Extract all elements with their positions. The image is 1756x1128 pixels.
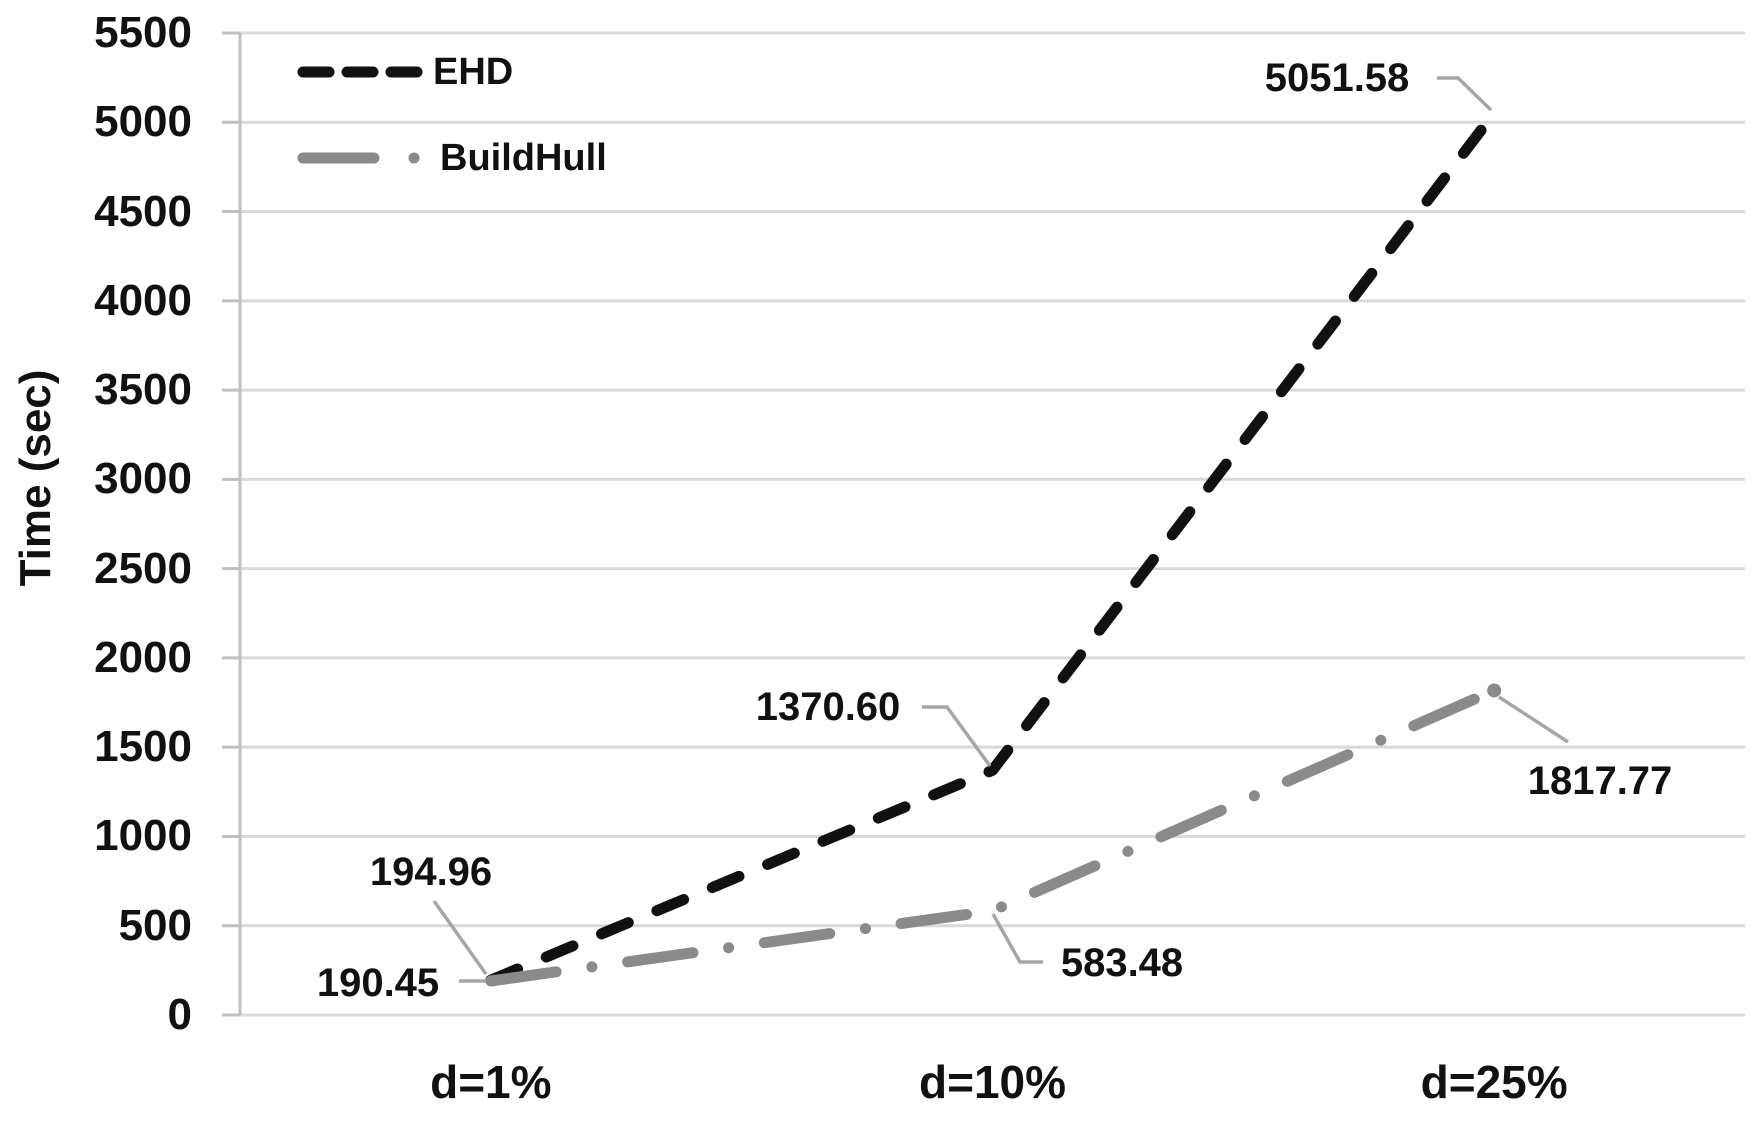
data-point-label: 194.96 [369,850,493,894]
y-tick-label: 1500 [94,722,192,772]
y-tick-label: 500 [118,900,192,950]
y-tick-label: 3000 [94,454,192,504]
legend-label: BuildHull [440,137,607,179]
data-label-leader [1437,76,1493,112]
series-line-buildhull [485,684,1500,987]
data-point-label: 1817.77 [1527,759,1673,803]
y-tick-label: 0 [167,990,192,1039]
y-tick-label: 5000 [94,97,192,147]
y-tick-label: 2500 [94,543,192,593]
y-tick-label: 4500 [94,186,192,236]
data-label-leader [1498,695,1569,744]
data-point-label: 5051.58 [1264,56,1410,100]
y-tick-label: 2000 [94,632,192,682]
y-tick-label: 3500 [94,365,192,415]
x-category-label: d=10% [918,1056,1067,1108]
legend-label: EHD [433,51,514,93]
y-tick-label: 1000 [94,811,192,861]
data-label-leader [922,705,992,768]
data-point-label: 1370.60 [755,685,901,729]
buildhull-endpoint-dot [1487,683,1502,698]
x-category-label: d=1% [430,1056,552,1108]
data-point-label: 583.48 [1060,941,1184,985]
y-tick-label: 5500 [94,8,192,57]
data-point-label: 190.45 [316,961,440,1005]
y-tick-label: 4000 [94,275,192,325]
data-label-leader [432,899,488,976]
series-line-ehd [485,107,1500,986]
data-label-leader [991,913,1043,964]
x-category-label: d=25% [1420,1056,1568,1108]
